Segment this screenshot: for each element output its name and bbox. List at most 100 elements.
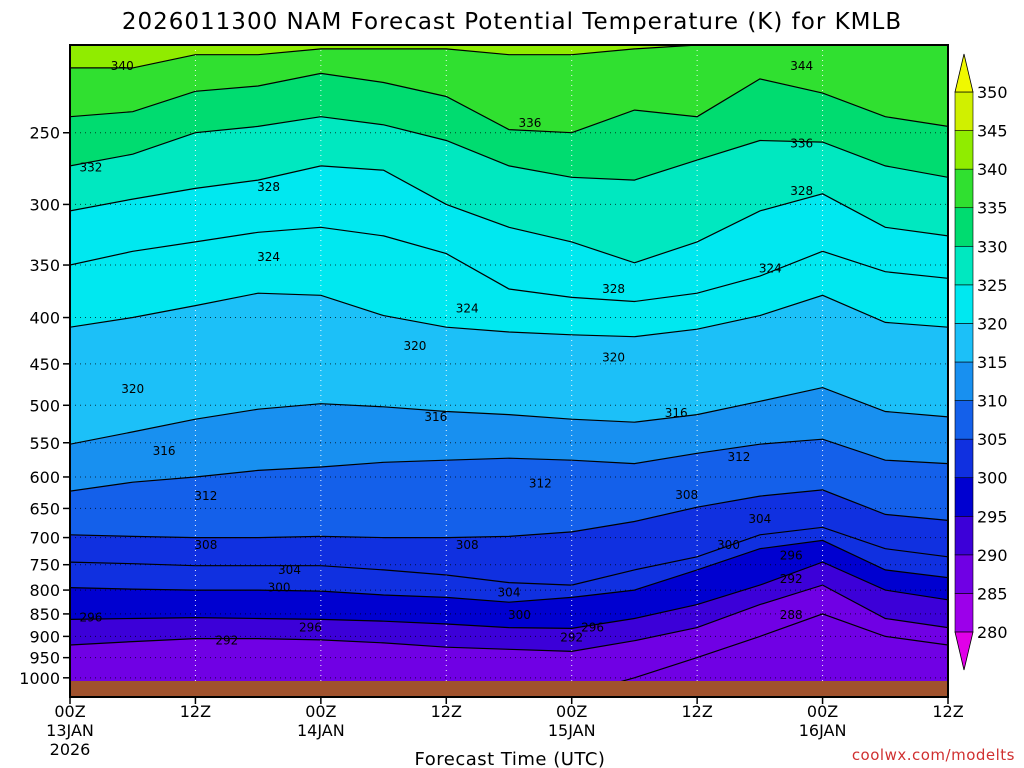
contour-label-text: 304: [748, 512, 771, 526]
x-tick-label-time: 00Z: [807, 702, 838, 721]
contour-label-30: 300: [508, 608, 531, 622]
x-tick-label-date: 13JAN: [46, 721, 94, 740]
contour-label-text: 328: [790, 184, 813, 198]
contour-line-288: [571, 613, 948, 696]
contour-label-text: 296: [79, 611, 102, 625]
contour-label-6: 328: [790, 184, 813, 198]
contour-line-300: [70, 539, 948, 603]
contour-label-7: 324: [257, 250, 280, 264]
contour-label-26: 304: [278, 563, 301, 577]
x-tick-label-time: 12Z: [180, 702, 211, 721]
contour-label-29: 304: [498, 586, 521, 600]
contour-label-text: 308: [194, 538, 217, 552]
colorbar-label: 300: [977, 469, 1008, 488]
contour-label-text: 320: [403, 339, 426, 353]
colorbar-segment: [954, 477, 974, 517]
contour-label-13: 320: [121, 382, 144, 396]
chart-title: 2026011300 NAM Forecast Potential Temper…: [122, 9, 902, 35]
colorbar-segment: [954, 284, 974, 324]
contour-label-10: 324: [456, 302, 479, 316]
contour-label-20: 308: [675, 488, 698, 502]
colorbar-segment: [954, 593, 974, 633]
contour-label-text: 332: [79, 160, 102, 174]
x-tick-label-time: 00Z: [54, 702, 85, 721]
colorbar-segment: [954, 245, 974, 286]
colorbar-label: 345: [977, 122, 1008, 141]
y-tick-label: 500: [29, 396, 60, 415]
contour-label-text: 324: [456, 302, 479, 316]
x-tick-label-date: 14JAN: [297, 721, 345, 740]
x-tick-label-date: 15JAN: [548, 721, 596, 740]
contour-label-35: 292: [215, 634, 238, 648]
colorbar-label: 350: [977, 83, 1008, 102]
contour-label-28: 300: [268, 581, 291, 595]
y-tick-label: 700: [29, 529, 60, 548]
x-axis-label: Forecast Time (UTC): [415, 749, 606, 768]
y-tick-label: 900: [29, 627, 60, 646]
colorbar-label: 330: [977, 237, 1008, 256]
contour-label-text: 288: [780, 608, 803, 622]
colorbar-segment: [954, 130, 974, 170]
contour-label-text: 336: [518, 116, 541, 130]
y-tick-label: 650: [29, 499, 60, 518]
colorbar-label: 280: [977, 623, 1008, 642]
contour-label-text: 324: [759, 261, 782, 275]
contour-label-text: 300: [717, 538, 740, 552]
contour-label-22: 308: [194, 538, 217, 552]
contour-line-332: [70, 116, 948, 181]
contour-line-324: [70, 226, 948, 303]
contour-label-0: 340: [111, 59, 134, 73]
colorbar-label: 340: [977, 160, 1008, 179]
contour-label-text: 296: [581, 621, 604, 635]
x-tick-label-time: 00Z: [556, 702, 587, 721]
y-tick-label: 850: [29, 605, 60, 624]
contour-label-9: 328: [602, 282, 625, 296]
contour-label-36: 292: [560, 631, 583, 645]
contour-label-3: 336: [790, 137, 813, 151]
colorbar-label: 320: [977, 314, 1008, 333]
contour-label-text: 336: [790, 137, 813, 151]
contour-label-17: 312: [727, 450, 750, 464]
contour-label-4: 332: [79, 160, 102, 174]
y-tick-label: 350: [29, 256, 60, 275]
x-tick-label-time: 12Z: [431, 702, 462, 721]
contour-label-24: 300: [717, 538, 740, 552]
contour-label-text: 340: [111, 59, 134, 73]
x-tick-label-time: 12Z: [681, 702, 712, 721]
contour-label-text: 320: [121, 382, 144, 396]
contour-label-16: 316: [153, 444, 176, 458]
contour-label-text: 316: [153, 444, 176, 458]
contour-label-text: 344: [790, 59, 813, 73]
contour-label-text: 328: [257, 180, 280, 194]
contour-label-18: 312: [529, 476, 552, 490]
contour-label-text: 292: [780, 572, 803, 586]
contour-label-text: 292: [215, 634, 238, 648]
colorbar-segment: [954, 323, 974, 363]
contour-label-2: 336: [518, 116, 541, 130]
colorbar-label: 310: [977, 392, 1008, 411]
contour-label-text: 304: [498, 586, 521, 600]
temperature-fill-bands: [70, 45, 948, 697]
contour-label-text: 308: [456, 538, 479, 552]
colorbar-segment: [954, 554, 974, 594]
credit-text: coolwx.com/modelts: [852, 746, 1015, 764]
contour-label-25: 296: [780, 549, 803, 563]
contour-label-text: 324: [257, 250, 280, 264]
contour-label-21: 304: [748, 512, 771, 526]
contour-line-340: [70, 45, 948, 69]
colorbar-segment: [954, 400, 974, 440]
colorbar-segment: [954, 91, 974, 131]
contour-line-308: [70, 489, 948, 539]
colorbar-label: 305: [977, 430, 1008, 449]
contour-label-text: 316: [665, 406, 688, 420]
contour-label-27: 292: [780, 572, 803, 586]
contour-label-text: 316: [424, 410, 447, 424]
fill-band-336: [70, 45, 948, 133]
contour-label-33: 296: [299, 621, 322, 635]
contour-line-316: [70, 386, 948, 445]
colorbar-segment: [954, 438, 974, 479]
y-tick-label: 450: [29, 355, 60, 374]
plot-frame: [69, 44, 949, 698]
